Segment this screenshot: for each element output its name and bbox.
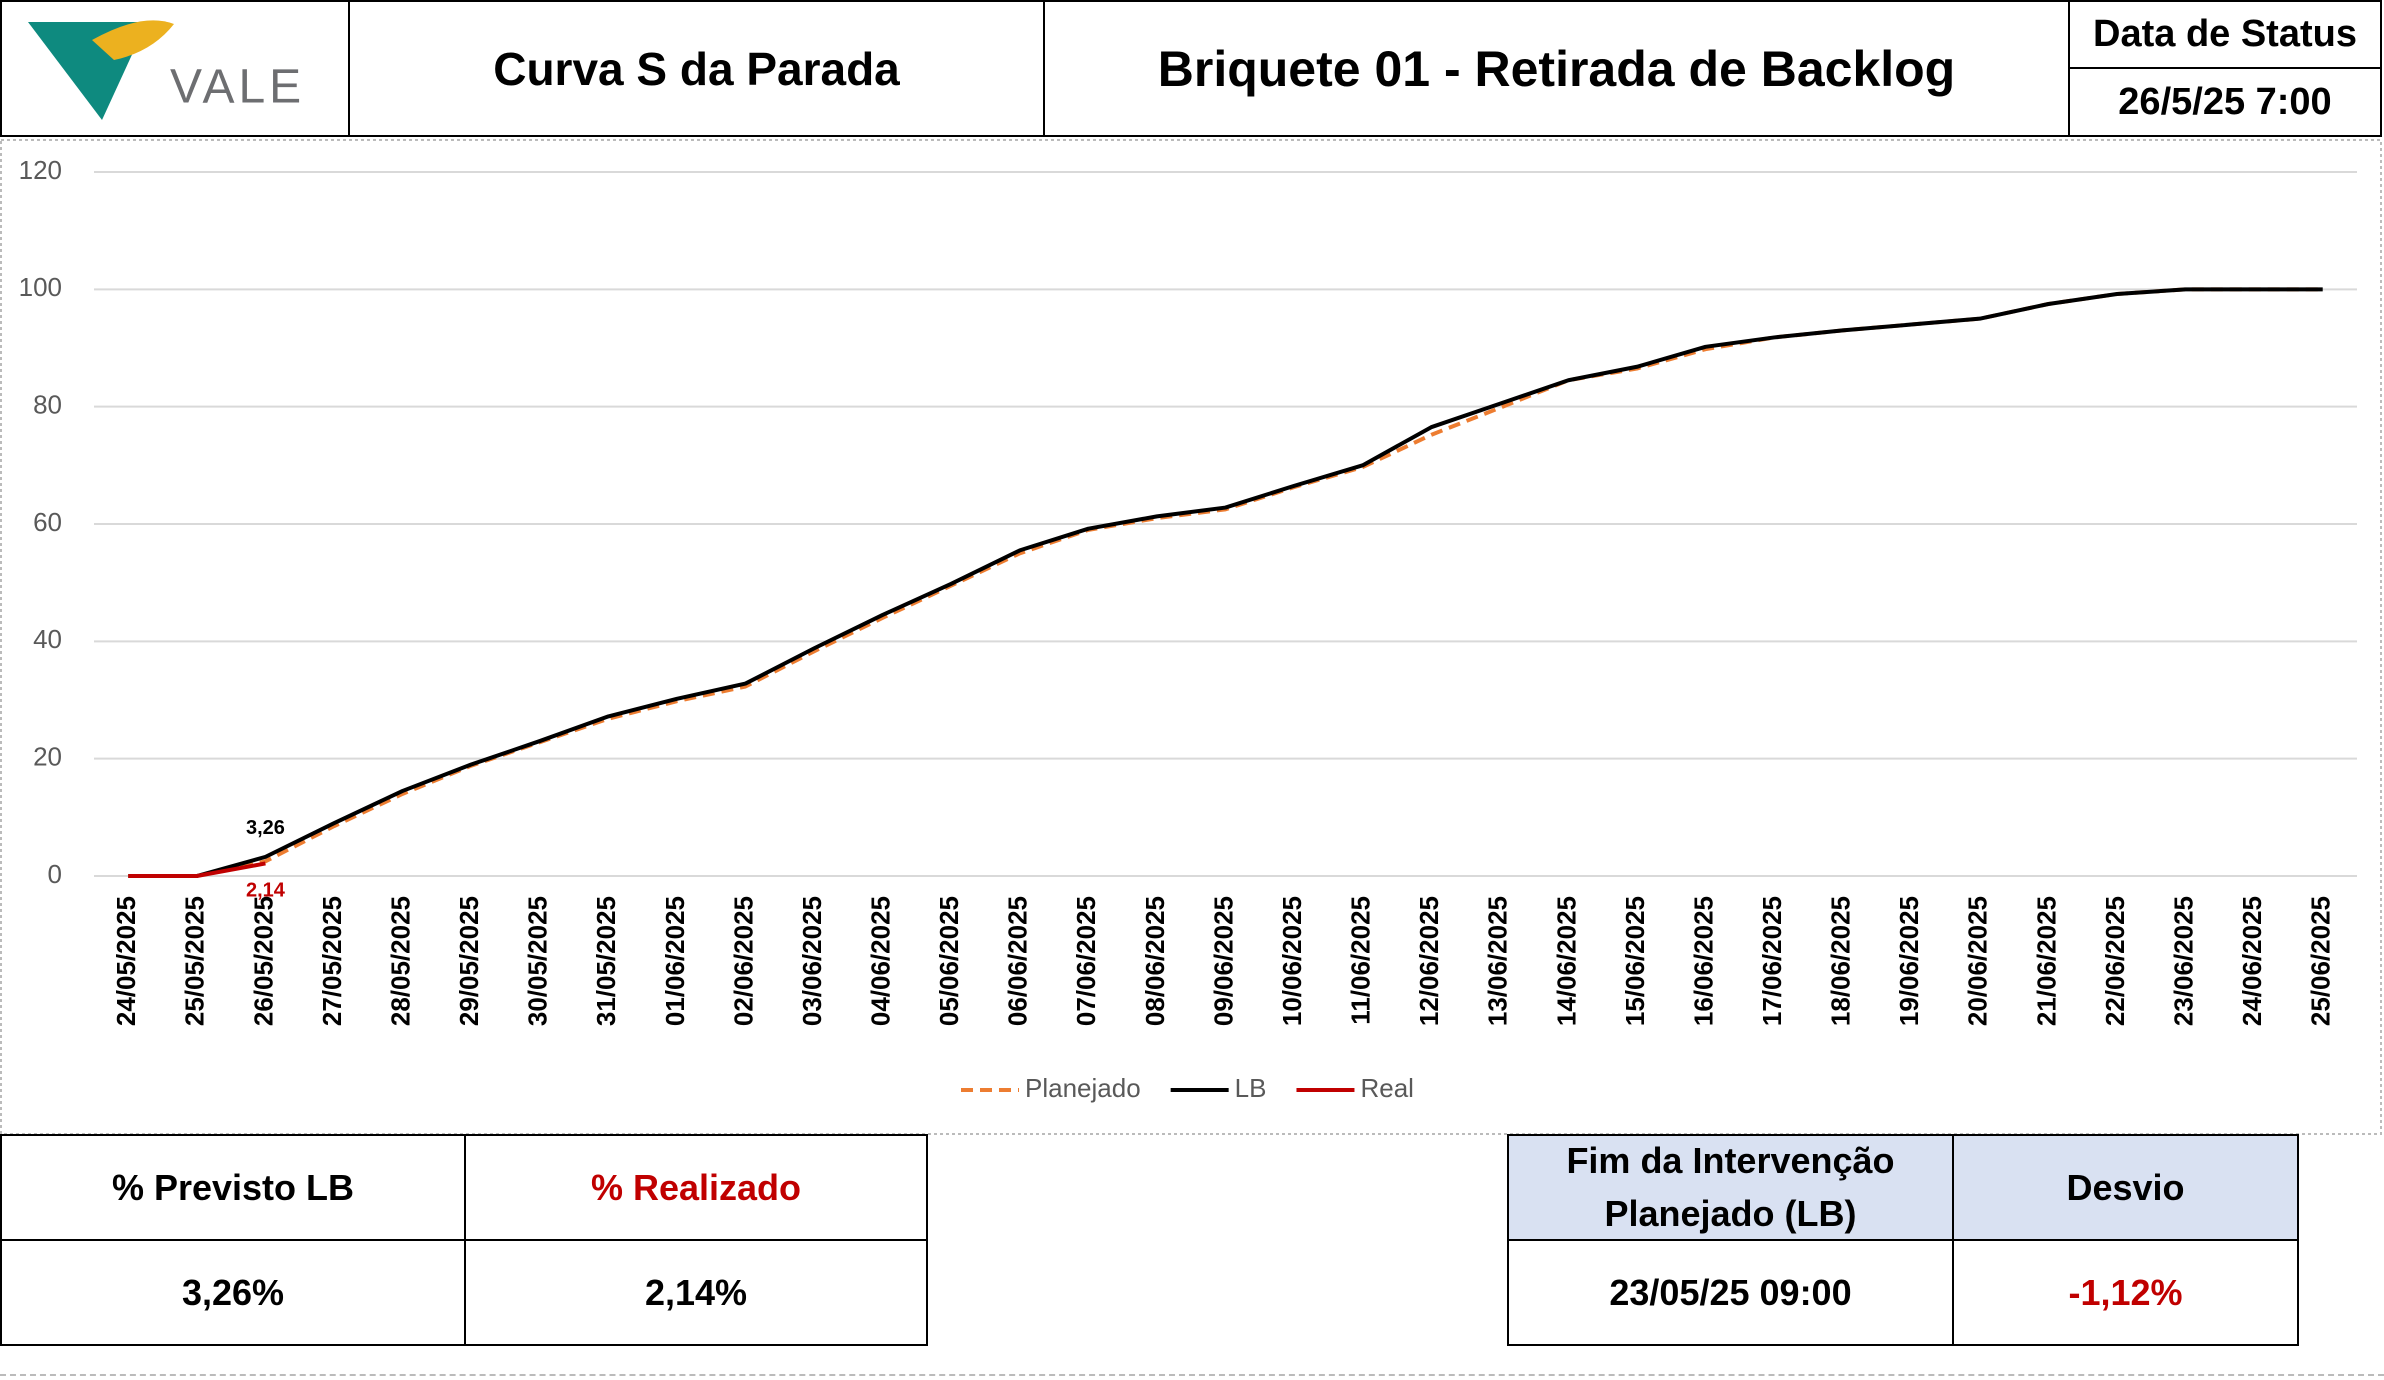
y-tick-label: 80 [33,390,62,420]
x-tick-label: 05/06/2025 [934,896,964,1026]
x-tick-label: 01/06/2025 [660,896,690,1026]
x-tick-label: 24/05/2025 [111,896,141,1026]
series-line [128,861,266,878]
series-line [128,287,2323,878]
x-tick-label: 30/05/2025 [523,896,553,1026]
x-tick-label: 25/05/2025 [180,896,210,1026]
x-tick-label: 16/06/2025 [1688,896,1718,1026]
x-tick-label: 31/05/2025 [591,896,621,1026]
legend-label: Real [1360,1073,1413,1103]
x-tick-label: 25/06/2025 [2306,896,2336,1026]
x-tick-label: 02/06/2025 [728,896,758,1026]
status-value: 26/5/25 7:00 [2068,67,2382,137]
x-tick-label: 29/05/2025 [454,896,484,1026]
table-header: Desvio [1952,1134,2299,1241]
logo: VALE [28,20,305,120]
x-tick-label: 24/06/2025 [2237,896,2267,1026]
x-tick-label: 04/06/2025 [865,896,895,1026]
x-tick-label: 08/06/2025 [1140,896,1170,1026]
table-header: Fim da Intervenção Planejado (LB) [1507,1134,1954,1241]
x-tick-label: 23/06/2025 [2168,896,2198,1026]
y-tick-label: 20 [33,742,62,772]
series-line [128,287,2323,878]
x-tick-label: 26/05/2025 [248,896,278,1026]
x-tick-label: 13/06/2025 [1483,896,1513,1026]
logo-text: VALE [170,61,305,114]
x-tick-label: 14/06/2025 [1551,896,1581,1026]
y-tick-label: 60 [33,507,62,537]
table-cell: 3,26% [0,1239,466,1346]
chart: 0 20 40 60 80 100 120 24/05/2025 25/05/2025 26/05… [0,139,2382,1135]
legend-label: LB [1235,1073,1267,1103]
table-cell: 2,14% [464,1239,928,1346]
logo-cell: VALE [0,0,350,137]
x-tick-label: 09/06/2025 [1208,896,1238,1026]
table-header: % Previsto LB [0,1134,466,1241]
x-tick-label: 17/06/2025 [1757,896,1787,1026]
x-tick-label: 07/06/2025 [1071,896,1101,1026]
x-tick-label: 21/06/2025 [2031,896,2061,1026]
data-label: 3,26 [246,817,285,839]
table-cell: -1,12% [1952,1239,2299,1346]
x-tick-label: 19/06/2025 [1894,896,1924,1026]
x-tick-label: 28/05/2025 [385,896,415,1026]
x-tick-label: 22/06/2025 [2100,896,2130,1026]
x-tick-label: 27/05/2025 [317,896,347,1026]
y-tick-label: 0 [48,859,62,889]
table-cell: 23/05/25 09:00 [1507,1239,1954,1346]
data-label: 2,14 [246,880,286,902]
chart-frame [0,139,2382,1135]
title: Curva S da Parada [348,0,1045,137]
table-header: % Realizado [464,1134,928,1241]
y-tick-label: 40 [33,624,62,654]
x-tick-label: 06/06/2025 [1003,896,1033,1026]
x-tick-label: 20/06/2025 [1963,896,1993,1026]
bottom-border [0,1374,2384,1376]
x-tick-label: 03/06/2025 [797,896,827,1026]
logo-swoosh [92,20,174,60]
y-tick-label: 120 [19,155,62,185]
x-tick-label: 15/06/2025 [1620,896,1650,1026]
x-tick-label: 12/06/2025 [1414,896,1444,1026]
y-tick-label: 100 [19,272,62,302]
x-tick-label: 18/06/2025 [1826,896,1856,1026]
legend-label: Planejado [1025,1073,1141,1103]
x-tick-label: 10/06/2025 [1277,896,1307,1026]
subtitle: Briquete 01 - Retirada de Backlog [1043,0,2070,137]
x-tick-label: 11/06/2025 [1346,896,1376,1025]
